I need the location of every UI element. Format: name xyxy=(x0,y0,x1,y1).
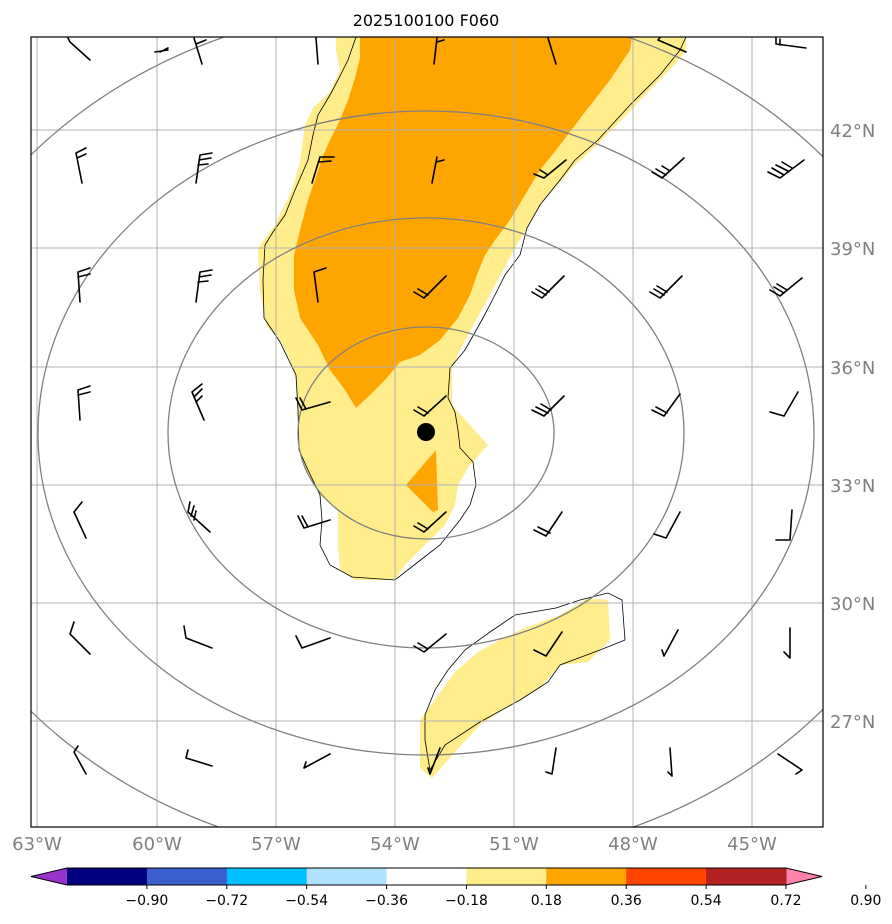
colorbar-segment xyxy=(67,868,148,885)
wind-barb xyxy=(531,275,565,299)
wind-barb xyxy=(69,621,91,655)
colorbar-tick-label: 0.72 xyxy=(770,893,801,909)
wind-barb xyxy=(769,391,799,417)
longitude-labels: 63°W 60°W 57°W 54°W 51°W 48°W 45°W xyxy=(12,834,777,855)
wind-barb xyxy=(667,747,673,777)
wind-barb xyxy=(303,753,331,769)
wind-barb xyxy=(427,747,441,775)
lat-label: 39°N xyxy=(830,239,875,260)
wind-barb xyxy=(413,633,447,653)
map-frame xyxy=(30,36,824,828)
wind-barb xyxy=(769,277,803,297)
wind-barb xyxy=(183,625,213,649)
wind-barb xyxy=(533,159,567,179)
lon-label: 51°W xyxy=(489,834,539,855)
wind-barb xyxy=(311,156,335,184)
wind-barb xyxy=(297,515,331,529)
wind-barb xyxy=(191,383,205,421)
wind-barbs xyxy=(67,37,807,777)
colorbar-segment xyxy=(386,868,467,885)
colorbar-tick-label: 0.36 xyxy=(611,893,642,909)
wind-barb xyxy=(431,156,445,184)
wind-barb xyxy=(73,501,87,539)
wind-barb xyxy=(77,267,91,303)
colorbar-segment xyxy=(226,868,308,885)
colorbar-extend-max xyxy=(786,868,822,885)
wind-barb xyxy=(195,152,213,184)
colorbar-tick-label: −0.36 xyxy=(365,893,408,909)
wind-barb xyxy=(73,745,87,775)
storm-center-marker xyxy=(417,423,435,441)
contour-fill-yellow-tail xyxy=(420,598,610,778)
lat-label: 27°N xyxy=(830,712,875,733)
wind-barb xyxy=(661,629,679,657)
wind-barb xyxy=(195,269,213,303)
wind-barb xyxy=(413,275,447,299)
lon-label: 57°W xyxy=(251,834,301,855)
colorbar-segment xyxy=(146,868,228,885)
gridlines xyxy=(31,37,823,827)
wind-barb xyxy=(75,147,87,184)
wind-barb xyxy=(433,37,445,65)
wind-barb xyxy=(649,275,683,299)
lat-label: 33°N xyxy=(830,476,875,497)
lon-label: 63°W xyxy=(12,834,62,855)
wind-barb xyxy=(651,157,685,179)
wind-barb xyxy=(77,385,91,421)
wind-barb xyxy=(651,393,681,417)
map-panel xyxy=(31,37,823,827)
contour-line xyxy=(262,37,687,581)
lat-label: 30°N xyxy=(830,594,875,615)
wind-barb xyxy=(775,37,807,49)
wind-barb xyxy=(295,397,331,411)
colorbar-tick-label: −0.18 xyxy=(445,893,488,909)
wind-barb xyxy=(533,511,563,537)
chart-title: 2025100100 F060 xyxy=(353,11,500,30)
colorbar-segment xyxy=(706,868,787,885)
contour-fill-orange-inner xyxy=(406,450,438,512)
wind-barb xyxy=(413,395,447,417)
wind-barb xyxy=(545,747,557,775)
wind-barb xyxy=(531,395,565,417)
colorbar-tick-label: 0.54 xyxy=(691,893,722,909)
wind-barb xyxy=(315,37,319,65)
colorbar-segment xyxy=(466,868,547,885)
wind-barb xyxy=(653,511,681,539)
wind-barb xyxy=(67,37,91,61)
lon-label: 60°W xyxy=(132,834,182,855)
wind-barb xyxy=(777,753,803,775)
latitude-labels: 42°N 39°N 36°N 33°N 30°N 27°N xyxy=(830,121,875,733)
colorbar-extend-min xyxy=(31,868,67,885)
wind-barb xyxy=(295,635,331,649)
colorbar: −0.90 −0.72 −0.54 −0.36 −0.18 0.18 0.36 0.54 0.7… xyxy=(30,867,881,909)
colorbar-segment xyxy=(626,868,707,885)
colorbar-tick-label: −0.72 xyxy=(205,893,248,909)
lat-label: 36°N xyxy=(830,358,875,379)
wind-barb xyxy=(547,37,557,65)
wind-barb xyxy=(775,509,793,541)
lon-label: 54°W xyxy=(370,834,420,855)
wind-barb xyxy=(185,749,213,767)
wind-barb xyxy=(313,267,327,303)
wind-barb xyxy=(193,37,207,65)
colorbar-outline xyxy=(30,867,823,886)
lat-label: 42°N xyxy=(830,121,875,142)
colorbar-tick-label: −0.90 xyxy=(125,893,168,909)
wind-barb xyxy=(783,627,791,659)
wind-barb xyxy=(154,47,169,53)
colorbar-segment xyxy=(306,868,388,885)
lon-label: 45°W xyxy=(727,834,777,855)
colorbar-tick-label: −0.54 xyxy=(285,893,328,909)
wind-barb xyxy=(533,631,563,657)
colorbar-tick-label: 0.18 xyxy=(531,893,562,909)
wind-barb xyxy=(767,159,805,179)
colorbar-tick-label: 0.90 xyxy=(850,893,881,909)
colorbar-segment xyxy=(546,868,627,885)
wind-barb xyxy=(413,511,447,533)
lon-label: 48°W xyxy=(608,834,658,855)
wind-barb xyxy=(187,501,211,533)
